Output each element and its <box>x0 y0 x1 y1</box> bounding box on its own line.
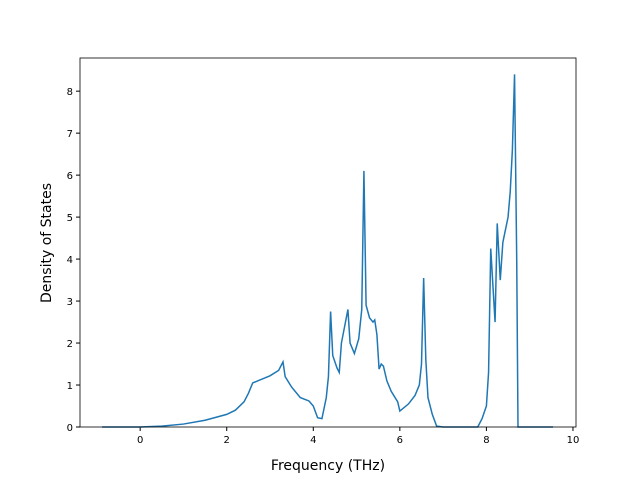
x-tick-label: 4 <box>310 435 316 446</box>
y-tick-label: 5 <box>67 213 73 224</box>
x-tick-label: 8 <box>483 435 489 446</box>
y-tick-label: 4 <box>67 255 73 266</box>
y-tick-label: 0 <box>67 423 73 434</box>
x-axis-label: Frequency (THz) <box>271 458 385 474</box>
y-tick-label: 8 <box>67 87 73 98</box>
y-tick-label: 6 <box>67 171 73 182</box>
x-tick-label: 2 <box>224 435 230 446</box>
y-tick-label: 1 <box>67 381 73 392</box>
y-axis-label: Density of States <box>39 183 55 303</box>
line-series <box>102 74 554 428</box>
x-tick-label: 10 <box>567 435 580 446</box>
plot-frame <box>79 57 577 428</box>
x-tick-label: 6 <box>397 435 403 446</box>
y-tick-label: 7 <box>67 129 73 140</box>
y-tick-label: 2 <box>67 339 73 350</box>
y-tick-label: 3 <box>67 297 73 308</box>
x-tick-label: 0 <box>137 435 143 446</box>
